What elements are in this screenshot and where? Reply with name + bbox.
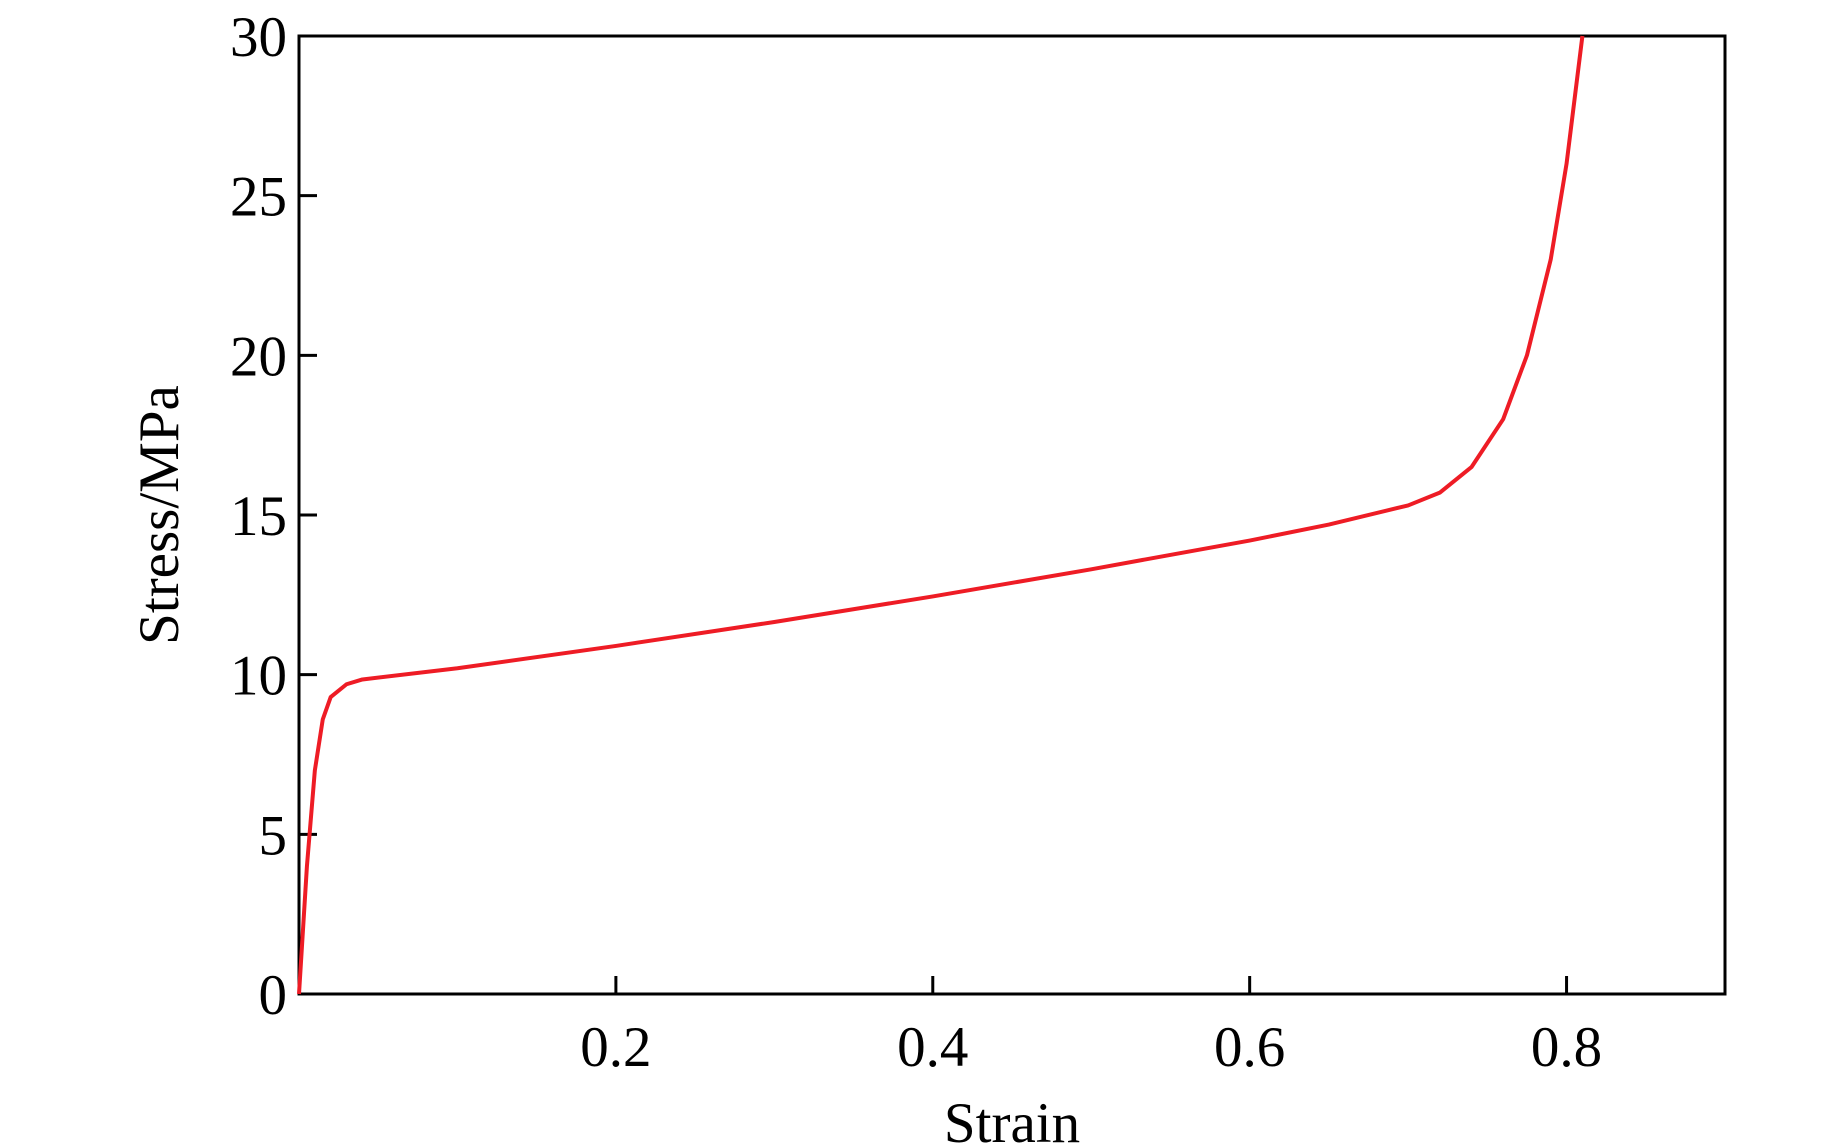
y-tick-label: 10 <box>230 645 287 708</box>
line-series <box>297 35 1585 995</box>
x-tick-label: 0.2 <box>580 1016 651 1079</box>
y-tick-label: 0 <box>259 964 288 1027</box>
y-tick-label: 25 <box>230 166 287 229</box>
x-axis-label: Strain <box>944 1092 1080 1147</box>
plot-frame <box>297 34 1727 996</box>
y-tick-label: 15 <box>230 485 287 548</box>
x-tick-label: 0.6 <box>1214 1016 1285 1079</box>
x-tick-label: 0.4 <box>897 1016 968 1079</box>
x-tick-label: 0.8 <box>1531 1016 1602 1079</box>
y-tick-label: 30 <box>230 6 287 69</box>
y-tick-label: 5 <box>259 804 288 867</box>
y-axis-label: Stress/MPa <box>128 385 191 645</box>
y-tick-label: 20 <box>230 325 287 388</box>
